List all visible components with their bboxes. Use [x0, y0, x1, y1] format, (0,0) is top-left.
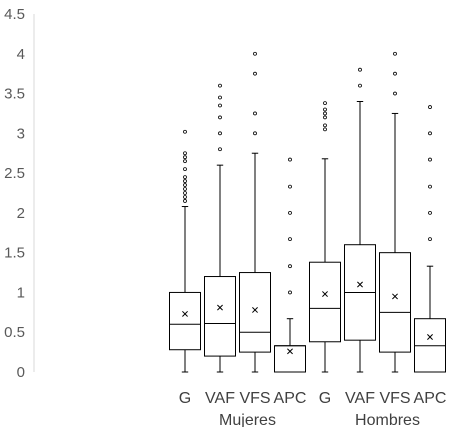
box-mujeres-vaf — [204, 83, 236, 373]
outlier-point — [183, 155, 187, 160]
outlier-point — [428, 157, 432, 162]
outlier-point — [253, 51, 257, 56]
outlier-point — [183, 191, 187, 195]
outlier-point — [393, 71, 397, 76]
outlier-point — [183, 151, 187, 156]
outlier-point — [288, 290, 292, 295]
outlier-point — [288, 210, 292, 215]
mean-marker — [287, 348, 293, 355]
x-group-label: Hombres — [355, 412, 420, 427]
box-hombres-vfs — [379, 51, 411, 373]
outlier-point — [183, 167, 187, 172]
outlier-point — [288, 157, 292, 162]
y-axis-ticks: 0 0.5 1 1.5 2 2.5 3 3.5 4 4.5 — [4, 6, 25, 381]
y-tick-label: 4 — [17, 46, 25, 63]
outlier-point — [183, 183, 187, 187]
x-category-label: G — [319, 390, 331, 407]
mean-marker — [392, 293, 398, 300]
outlier-point — [323, 115, 327, 120]
y-tick-label: 2.5 — [4, 165, 25, 182]
outlier-point — [323, 127, 327, 132]
outlier-point — [428, 131, 432, 136]
outlier-point — [288, 184, 292, 189]
y-tick-label: 4.5 — [4, 6, 25, 23]
mean-marker — [182, 310, 188, 317]
mean-marker — [217, 304, 223, 311]
box-series — [169, 51, 446, 373]
mean-marker — [427, 334, 433, 340]
outlier-point — [428, 105, 432, 109]
x-category-label: VFS — [379, 390, 410, 407]
x-category-label: VFS — [239, 390, 270, 407]
outlier-point — [183, 175, 187, 179]
x-category-label: G — [179, 390, 191, 407]
outlier-point — [218, 95, 222, 100]
outlier-point — [183, 199, 187, 203]
y-tick-label: 0 — [17, 364, 25, 381]
box-mujeres-g — [169, 129, 201, 373]
box-iqr — [204, 276, 236, 357]
outlier-point — [358, 67, 362, 72]
outlier-point — [218, 103, 222, 108]
mean-marker — [322, 291, 328, 297]
outlier-point — [253, 71, 257, 76]
outlier-point — [218, 147, 222, 152]
outlier-point — [323, 101, 327, 106]
outlier-point — [218, 131, 222, 136]
outlier-point — [428, 237, 432, 242]
x-category-label: VAF — [205, 390, 235, 407]
outlier-point — [288, 264, 292, 269]
outlier-point — [183, 159, 187, 164]
mean-marker — [357, 281, 363, 288]
outlier-point — [218, 115, 222, 120]
y-tick-label: 1 — [17, 284, 25, 301]
outlier-point — [393, 51, 397, 56]
outlier-point — [323, 107, 327, 112]
x-category-label: VAF — [345, 390, 375, 407]
outlier-point — [218, 83, 222, 88]
box-hombres-vaf — [344, 67, 376, 373]
outlier-point — [183, 179, 187, 183]
outlier-point — [428, 210, 432, 215]
box-iqr — [239, 272, 271, 353]
outlier-point — [183, 187, 187, 191]
outlier-point — [253, 111, 257, 116]
box-mujeres-vfs — [239, 51, 271, 373]
outlier-point — [253, 131, 257, 136]
y-tick-label: 1.5 — [4, 245, 25, 262]
outlier-point — [323, 123, 327, 128]
box-hombres-g — [309, 101, 341, 373]
mean-marker — [252, 306, 258, 313]
y-tick-label: 3 — [17, 125, 25, 142]
outlier-point — [428, 184, 432, 189]
x-category-label: APC — [414, 390, 447, 407]
y-tick-label: 3.5 — [4, 86, 25, 103]
y-tick-label: 0.5 — [4, 324, 25, 341]
x-category-label: APC — [274, 390, 307, 407]
outlier-point — [358, 83, 362, 88]
outlier-point — [183, 129, 187, 134]
outlier-point — [323, 111, 327, 116]
box-iqr — [169, 291, 201, 351]
box-iqr — [274, 345, 306, 373]
box-iqr — [309, 261, 341, 343]
x-group-label: Mujeres — [219, 412, 276, 427]
outlier-point — [288, 237, 292, 242]
y-tick-label: 2 — [17, 205, 25, 222]
box-mujeres-apc — [274, 157, 306, 373]
outlier-point — [183, 195, 187, 199]
box-hombres-apc — [414, 105, 446, 373]
outlier-point — [393, 91, 397, 96]
box-iqr — [379, 252, 411, 353]
